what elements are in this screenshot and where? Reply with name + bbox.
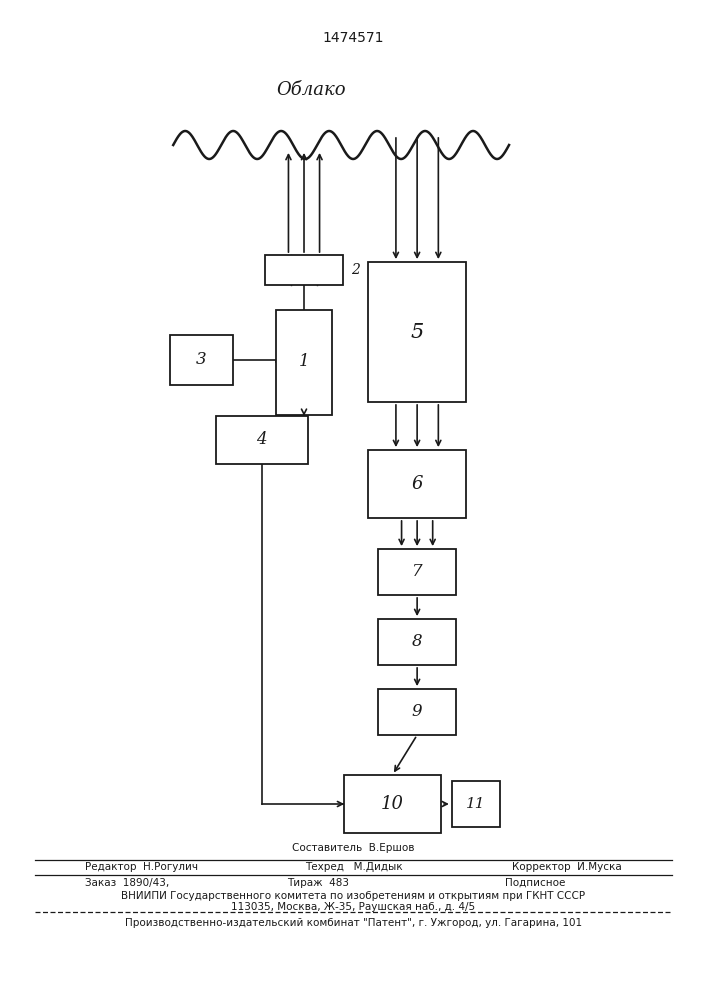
Bar (265, 255, 343, 285)
Bar (344, 775, 441, 833)
Bar (216, 416, 308, 464)
Bar (368, 262, 466, 402)
Text: Редактор  Н.Рогулич: Редактор Н.Рогулич (85, 862, 198, 872)
Bar (452, 781, 500, 827)
Text: 2: 2 (351, 263, 361, 277)
Text: Заказ  1890/43,: Заказ 1890/43, (85, 878, 169, 888)
Bar (368, 450, 466, 518)
Text: Облако: Облако (276, 81, 346, 99)
Bar (170, 335, 233, 385)
Text: Подписное: Подписное (506, 878, 566, 888)
Text: 9: 9 (411, 704, 423, 720)
Text: 5: 5 (411, 322, 423, 342)
Text: 1: 1 (298, 354, 310, 370)
Text: 6: 6 (411, 475, 423, 493)
Bar (276, 310, 332, 414)
Bar (378, 619, 456, 665)
Text: 1474571: 1474571 (323, 31, 384, 45)
Text: 11: 11 (466, 797, 486, 811)
Text: ВНИИПИ Государственного комитета по изобретениям и открытиям при ГКНТ СССР: ВНИИПИ Государственного комитета по изоб… (122, 891, 585, 901)
Bar (378, 689, 456, 735)
Text: 8: 8 (411, 634, 423, 650)
Text: Техред   М.Дидык: Техред М.Дидык (305, 862, 402, 872)
Text: Составитель  В.Ершов: Составитель В.Ершов (292, 843, 415, 853)
Text: 3: 3 (196, 352, 207, 368)
Text: 113035, Москва, Ж-35, Раушская наб., д. 4/5: 113035, Москва, Ж-35, Раушская наб., д. … (231, 902, 476, 912)
Bar (378, 549, 456, 595)
Text: Производственно-издательский комбинат "Патент", г. Ужгород, ул. Гагарина, 101: Производственно-издательский комбинат "П… (125, 918, 582, 928)
Text: 10: 10 (381, 795, 404, 813)
Text: 7: 7 (411, 564, 423, 580)
Text: Тираж  483: Тираж 483 (287, 878, 349, 888)
Text: 4: 4 (256, 432, 267, 448)
Text: Корректор  И.Муска: Корректор И.Муска (513, 862, 622, 872)
